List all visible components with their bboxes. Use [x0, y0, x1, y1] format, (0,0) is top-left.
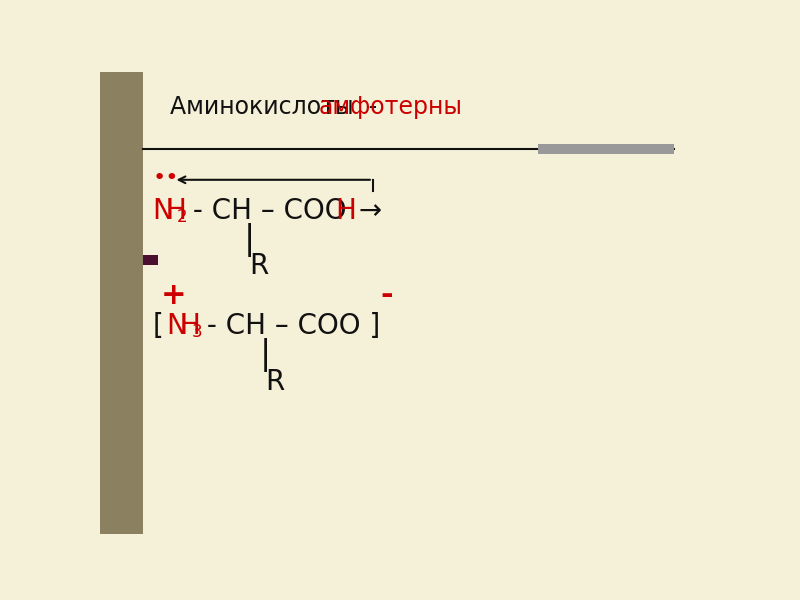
Text: N: N	[153, 197, 174, 224]
Text: →: →	[350, 197, 382, 224]
Bar	[100, 72, 142, 534]
Text: 3: 3	[191, 323, 202, 341]
Bar	[538, 143, 674, 154]
Text: - CH – COO: - CH – COO	[184, 197, 346, 224]
Text: H: H	[179, 312, 200, 340]
Text: [: [	[153, 312, 163, 340]
Text: |: |	[244, 223, 255, 257]
Text: N: N	[166, 312, 187, 340]
Bar	[142, 255, 158, 265]
Text: ••: ••	[153, 168, 179, 188]
Text: H: H	[335, 197, 356, 224]
Text: -: -	[381, 281, 393, 310]
Text: R: R	[250, 252, 269, 280]
Text: |: |	[259, 338, 270, 373]
Text: Аминокислоты  -: Аминокислоты -	[170, 95, 384, 119]
Text: R: R	[265, 368, 284, 395]
Text: амфотерны: амфотерны	[318, 95, 462, 119]
Text: +: +	[161, 281, 186, 310]
Text: - CH – COO ]: - CH – COO ]	[198, 312, 380, 340]
Text: 2: 2	[177, 208, 187, 226]
Text: H: H	[165, 197, 186, 224]
